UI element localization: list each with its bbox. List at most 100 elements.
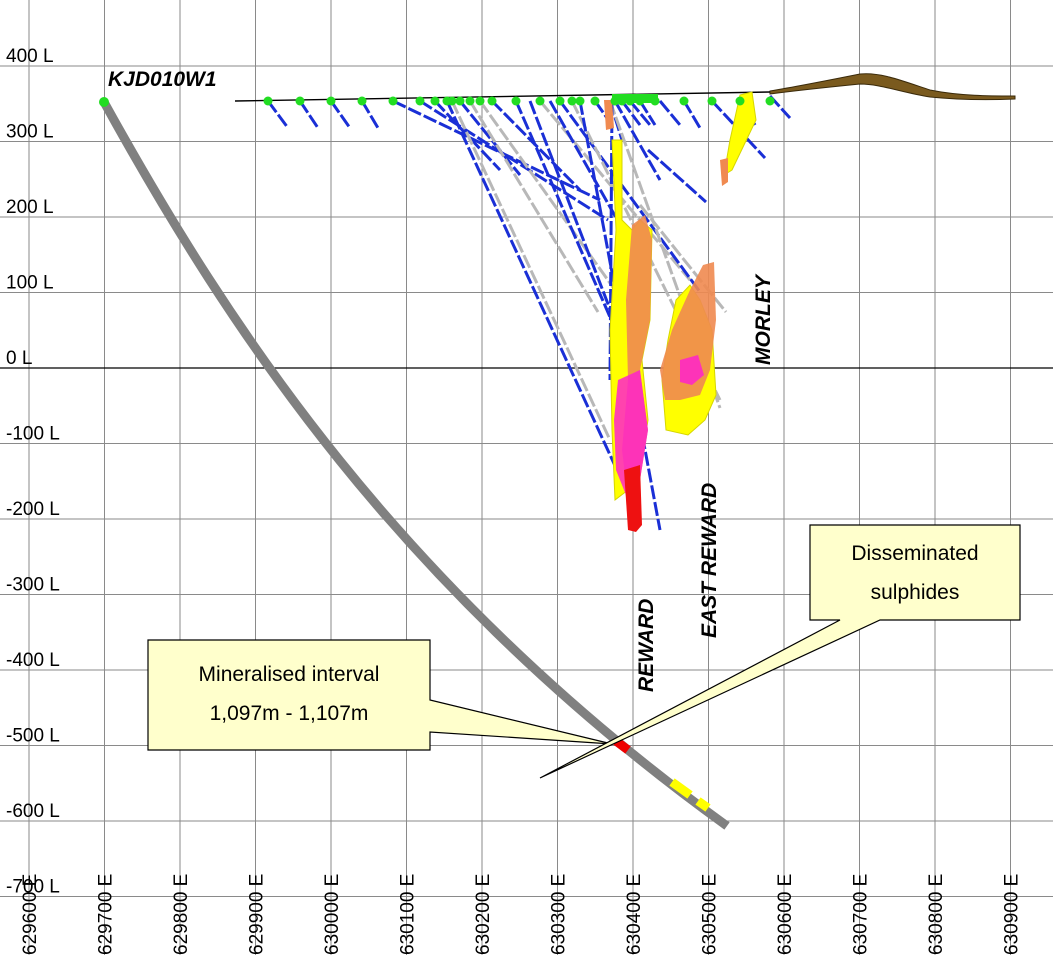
historic-drillhole [514, 100, 622, 341]
easting-label: 629800 E [171, 874, 192, 955]
historic-drillhole [628, 100, 652, 126]
drillhole-kjd010w1 [100, 99, 730, 830]
deposit-label-east-reward: EAST REWARD [698, 483, 721, 638]
collar [326, 96, 336, 106]
collar [475, 96, 485, 106]
collar-cluster [612, 94, 658, 103]
collar [575, 96, 585, 106]
historic-drillhole [329, 100, 352, 129]
surface-line [234, 91, 771, 102]
historic-drillhole [658, 100, 682, 126]
historic-drillhole [458, 100, 522, 176]
easting-label: 629700 E [96, 874, 117, 955]
historic-drillhole [646, 148, 708, 204]
collar [535, 96, 545, 106]
callout-mineralised-interval: Mineralised interval 1,097m - 1,107m [147, 639, 613, 751]
level-label: 300 L [6, 122, 54, 143]
historic-drillhole [445, 100, 642, 521]
collar [707, 96, 717, 106]
level-labels: 400 L 300 L 200 L 100 L 0 L -100 L -200 L -300 … [6, 46, 60, 898]
easting-label: 630500 E [700, 874, 721, 955]
collar [388, 96, 398, 106]
level-label: 400 L [6, 46, 54, 67]
hole-name-label: KJD010W1 [108, 68, 217, 91]
easting-label: 629900 E [247, 874, 268, 955]
historic-drillholes [266, 94, 792, 531]
zone-east-reward-orange [660, 262, 716, 400]
deposit-label-morley: MORLEY [752, 273, 775, 365]
historic-drillhole [490, 99, 582, 192]
historic-drillhole [360, 100, 380, 129]
historic-drillhole [620, 100, 642, 126]
callout-disseminated-sulphides: Disseminated sulphides [539, 524, 1021, 779]
collar [295, 96, 305, 106]
topography-surface [769, 73, 1016, 101]
easting-label: 630900 E [1002, 874, 1023, 955]
collar [415, 96, 425, 106]
level-label: -400 L [6, 650, 60, 671]
collar [679, 96, 689, 106]
zone-reward-red [624, 465, 642, 532]
zone-morley-orange [720, 158, 728, 186]
level-label: -600 L [6, 801, 60, 822]
mineralised-interval [613, 737, 631, 754]
historic-drillhole [613, 100, 662, 181]
easting-labels: 629600 E 629700 E 629800 E 629900 E 630000 E… [20, 874, 1023, 955]
level-label: -200 L [6, 499, 60, 520]
callout-disseminated-line1: Disseminated [851, 542, 978, 565]
callout-mineralised-line2: 1,097m - 1,107m [210, 702, 369, 725]
historic-drillhole [450, 100, 612, 441]
historic-drillhole [528, 100, 620, 331]
historic-drillhole [468, 100, 600, 313]
historic-drillhole [298, 100, 320, 129]
easting-label: 630400 E [624, 874, 645, 955]
collar [555, 96, 565, 106]
collar [590, 96, 600, 106]
level-label: -300 L [6, 575, 60, 596]
zone-morley-yellow [723, 91, 757, 177]
collar [567, 96, 577, 106]
easting-label: 630000 E [322, 874, 343, 955]
collar [357, 96, 367, 106]
historic-drillhole [578, 100, 662, 531]
collar [765, 96, 775, 106]
level-label: -700 L [6, 877, 60, 898]
easting-label: 630100 E [398, 874, 419, 955]
level-label: -500 L [6, 726, 60, 747]
zone-east-reward-magenta [680, 355, 704, 385]
level-label: 0 L [6, 348, 32, 369]
easting-label: 630300 E [549, 874, 570, 955]
callout-disseminated-line2: sulphides [871, 581, 960, 604]
collar [430, 96, 440, 106]
historic-drillhole [419, 99, 609, 222]
easting-label: 630200 E [473, 874, 494, 955]
disseminated-sulphides-2 [695, 797, 711, 812]
deposit-label-reward: REWARD [635, 599, 658, 692]
level-label: 200 L [6, 197, 54, 218]
easting-label: 630700 E [851, 874, 872, 955]
easting-label: 630600 E [775, 874, 796, 955]
historic-drillhole [638, 100, 657, 126]
collar [465, 96, 475, 106]
historic-drillhole [608, 100, 722, 409]
level-label: 100 L [6, 273, 54, 294]
easting-label: 630800 E [926, 874, 947, 955]
historic-drillhole [682, 100, 702, 129]
mineralised-zones [604, 91, 757, 532]
collar [487, 96, 497, 106]
drillhole-collars [263, 94, 775, 106]
collar [511, 96, 521, 106]
easting-label: 629600 E [20, 874, 41, 955]
disseminated-sulphides-1 [669, 778, 693, 799]
collar [263, 96, 273, 106]
callout-mineralised-line1: Mineralised interval [199, 663, 380, 686]
level-label: -100 L [6, 424, 60, 445]
collar [447, 96, 457, 106]
historic-drillhole [558, 100, 702, 293]
historic-drillhole [266, 100, 290, 129]
collar-kjd010w1 [99, 97, 109, 107]
collar [455, 96, 465, 106]
collar [735, 96, 745, 106]
